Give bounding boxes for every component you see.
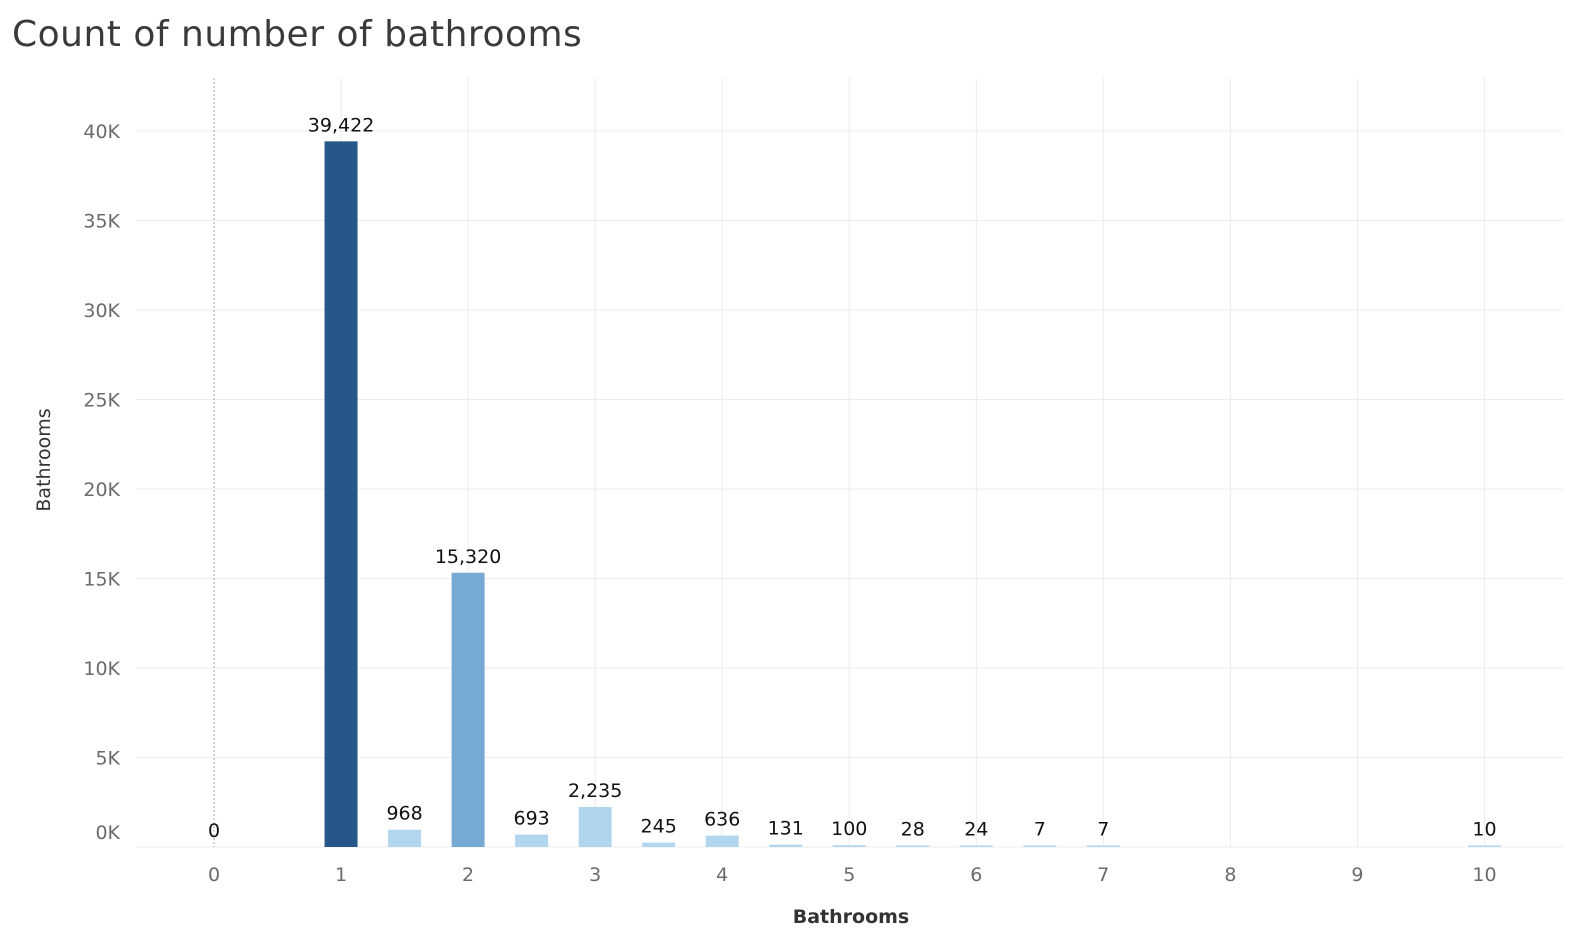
- bars: [324, 141, 1501, 848]
- x-tick-label: 10: [1472, 864, 1496, 886]
- data-label: 968: [386, 803, 422, 825]
- x-tick-label: 5: [843, 864, 855, 886]
- bar: [451, 572, 485, 847]
- data-label: 2,235: [568, 780, 622, 802]
- y-tick-label: 30K: [83, 300, 120, 322]
- data-label: 15,320: [435, 546, 501, 568]
- x-tick-label: 1: [335, 864, 347, 886]
- bar: [1468, 845, 1501, 847]
- bar: [896, 845, 930, 847]
- x-tick-label: 6: [970, 864, 982, 886]
- y-tick-label: 20K: [83, 479, 120, 501]
- x-tick-label: 9: [1351, 864, 1363, 886]
- y-tick-label: 40K: [83, 121, 120, 143]
- x-axis-ticks: 0 1 2 3 4 5 6 7 8 9 10: [208, 864, 1497, 886]
- x-tick-label: 3: [589, 864, 601, 886]
- data-label: 24: [964, 819, 988, 841]
- y-axis-title: Bathrooms: [33, 408, 55, 511]
- bar: [515, 834, 549, 847]
- data-label: 0: [208, 820, 220, 842]
- bar: [642, 842, 676, 847]
- data-label: 131: [768, 818, 804, 840]
- x-tick-label: 7: [1097, 864, 1109, 886]
- x-tick-label: 2: [462, 864, 474, 886]
- y-tick-label: 0K: [95, 822, 120, 844]
- data-label: 28: [901, 819, 925, 841]
- y-axis-ticks: 0K 5K 10K 15K 20K 25K 30K 35K 40K: [83, 121, 120, 844]
- x-tick-label: 0: [208, 864, 220, 886]
- x-tick-label: 8: [1224, 864, 1236, 886]
- x-tick-label: 4: [716, 864, 728, 886]
- bar: [1086, 845, 1120, 847]
- data-labels: 0 39,422 968 15,320 693 2,235 245 636 131 100 28 24…: [208, 114, 1497, 842]
- chart-title: Count of number of bathrooms: [12, 14, 583, 55]
- bar: [705, 835, 739, 847]
- y-tick-label: 5K: [95, 748, 120, 770]
- bar: [769, 844, 803, 847]
- bar: [832, 845, 866, 847]
- data-label: 100: [831, 818, 867, 840]
- bar: [959, 845, 993, 847]
- bar: [1023, 845, 1057, 847]
- y-tick-label: 10K: [83, 658, 120, 680]
- y-tick-label: 35K: [83, 211, 120, 233]
- data-label: 636: [704, 809, 740, 831]
- bar: [578, 806, 612, 847]
- x-axis-title: Bathrooms: [793, 906, 910, 928]
- data-label: 39,422: [308, 114, 374, 136]
- data-label: 245: [641, 816, 677, 838]
- bar: [324, 141, 358, 848]
- data-label: 693: [513, 808, 549, 830]
- data-label: 7: [1034, 819, 1046, 841]
- data-label: 10: [1472, 819, 1496, 841]
- y-tick-label: 15K: [83, 569, 120, 591]
- bar: [388, 829, 422, 847]
- y-tick-label: 25K: [83, 390, 120, 412]
- data-label: 7: [1097, 819, 1109, 841]
